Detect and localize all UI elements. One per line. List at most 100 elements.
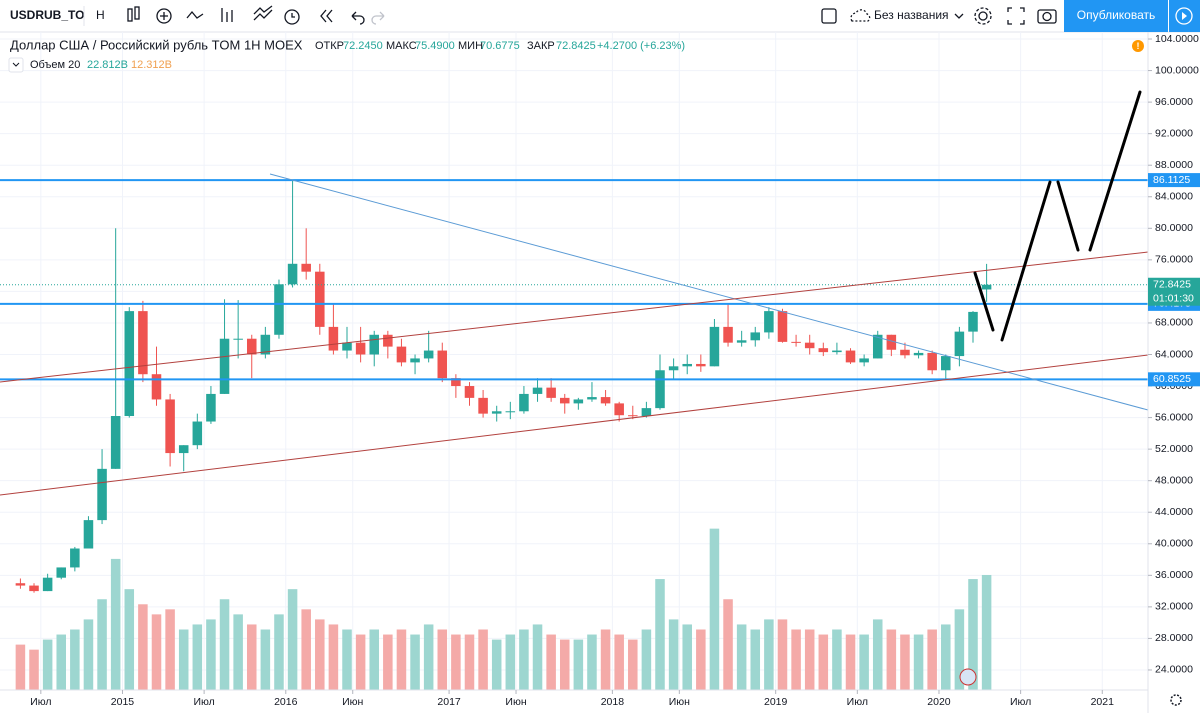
candle-body [709,326,720,367]
candle-body [70,548,80,568]
volume-bar [491,639,502,690]
candle-body [355,342,366,355]
trend-line[interactable] [269,173,1149,411]
volume-bar [900,634,910,690]
axes: 24.0000 28.0000 32.0000 36.0000 40.0000 44.00… [0,32,1200,713]
candle-body [900,349,910,356]
warning-icon[interactable] [1132,40,1144,52]
templates-icon[interactable] [221,8,233,22]
volume-bar [369,629,379,690]
y-tick-label: 40.0000 [1155,538,1193,550]
publish-label[interactable]: Опубликовать [1077,8,1155,22]
candle-body [532,387,543,394]
candle-body [981,284,992,290]
candle-body [396,346,407,363]
volume-bar [777,619,788,690]
indicator-icon[interactable] [156,8,172,24]
candle-body [559,397,570,404]
volume-bar [151,614,162,690]
chevron [12,62,20,67]
interval[interactable]: H [96,8,105,22]
channel-upper[interactable] [0,251,1149,383]
volume-bar [42,639,53,690]
volume-bar [600,629,611,690]
volume-bar [668,619,679,690]
select-icon[interactable] [821,8,837,24]
volume-bar [845,634,856,690]
candles-icon[interactable] [134,6,140,20]
candle-body [968,311,978,332]
candle-body [913,352,924,356]
candle-body [56,567,67,578]
volume-bar [97,599,107,690]
x-tick-label: Июл [1010,696,1031,708]
candle-body [696,363,706,367]
brush-forecast[interactable] [973,90,1142,342]
volume-bar [519,629,529,690]
candle-body [723,326,733,343]
volume-bar [178,629,189,690]
candle-body [519,393,529,412]
candle-body [42,577,53,592]
settings-icon[interactable] [1170,694,1182,706]
y-tick-label: 32.0000 [1155,601,1193,613]
ohlc-value: 72.8425 [556,40,596,52]
y-tick-label: 84.0000 [1155,191,1193,203]
volume-bar [913,634,924,690]
snapshot-icon[interactable] [1037,9,1057,24]
channel-lower[interactable] [0,354,1149,496]
volume-bar [328,624,339,690]
drawings [0,90,1149,496]
volume-bar [832,629,842,690]
alert-icon[interactable] [284,9,300,25]
candle-body [750,332,761,341]
volume-bar [315,619,325,690]
candle-body [505,411,516,413]
y-tick-label: 52.0000 [1155,443,1193,455]
symbol[interactable]: USDRUB_TO [10,8,84,22]
ohlc-label: МАКС [386,40,417,52]
volume-bar [355,634,366,690]
studies-icon[interactable] [253,5,273,21]
tool-icons[interactable] [127,5,1057,25]
volume-bar [451,634,461,690]
candle-body [219,338,230,394]
play-triangle [1182,12,1187,20]
volume-bar [791,629,801,690]
y-tick-label: 92.0000 [1155,127,1193,139]
candle-body [845,350,856,363]
event-flag[interactable] [959,668,977,686]
fullscreen-icon[interactable] [1007,7,1025,25]
level-label-bg [1148,372,1200,387]
candle-body [15,583,26,586]
volume-bar [587,634,597,690]
volume-ma: 12.312B [131,59,172,71]
dropdown[interactable] [954,13,964,19]
play-circle [1175,7,1193,25]
publish-button[interactable] [1064,0,1168,32]
volume-bar [70,629,80,690]
settings-gear [974,7,992,25]
x-tick-label: 2019 [764,696,788,708]
volume-bar [859,634,869,690]
volume-bar [246,624,257,690]
y-tick-label: 64.0000 [1155,348,1193,360]
candle-body [260,334,271,355]
volume-bar [723,599,733,690]
cloud-icon[interactable] [850,9,871,22]
layout-name[interactable]: Без названия [874,8,949,22]
volume-bar [83,619,94,690]
redo-icon[interactable] [371,11,385,25]
volume-bar [274,614,284,690]
price-label-bg [1148,277,1200,306]
replay-icon[interactable] [320,9,333,23]
ohlc-label: ОТКР [315,40,344,52]
x-tick-label: Июл [30,696,51,708]
candle-body [138,311,148,375]
compare-icon[interactable] [186,10,204,19]
settings-icon[interactable] [978,11,988,21]
candles-icon[interactable] [127,8,133,22]
undo-icon[interactable] [351,11,365,25]
collapse-button[interactable] [8,57,24,73]
